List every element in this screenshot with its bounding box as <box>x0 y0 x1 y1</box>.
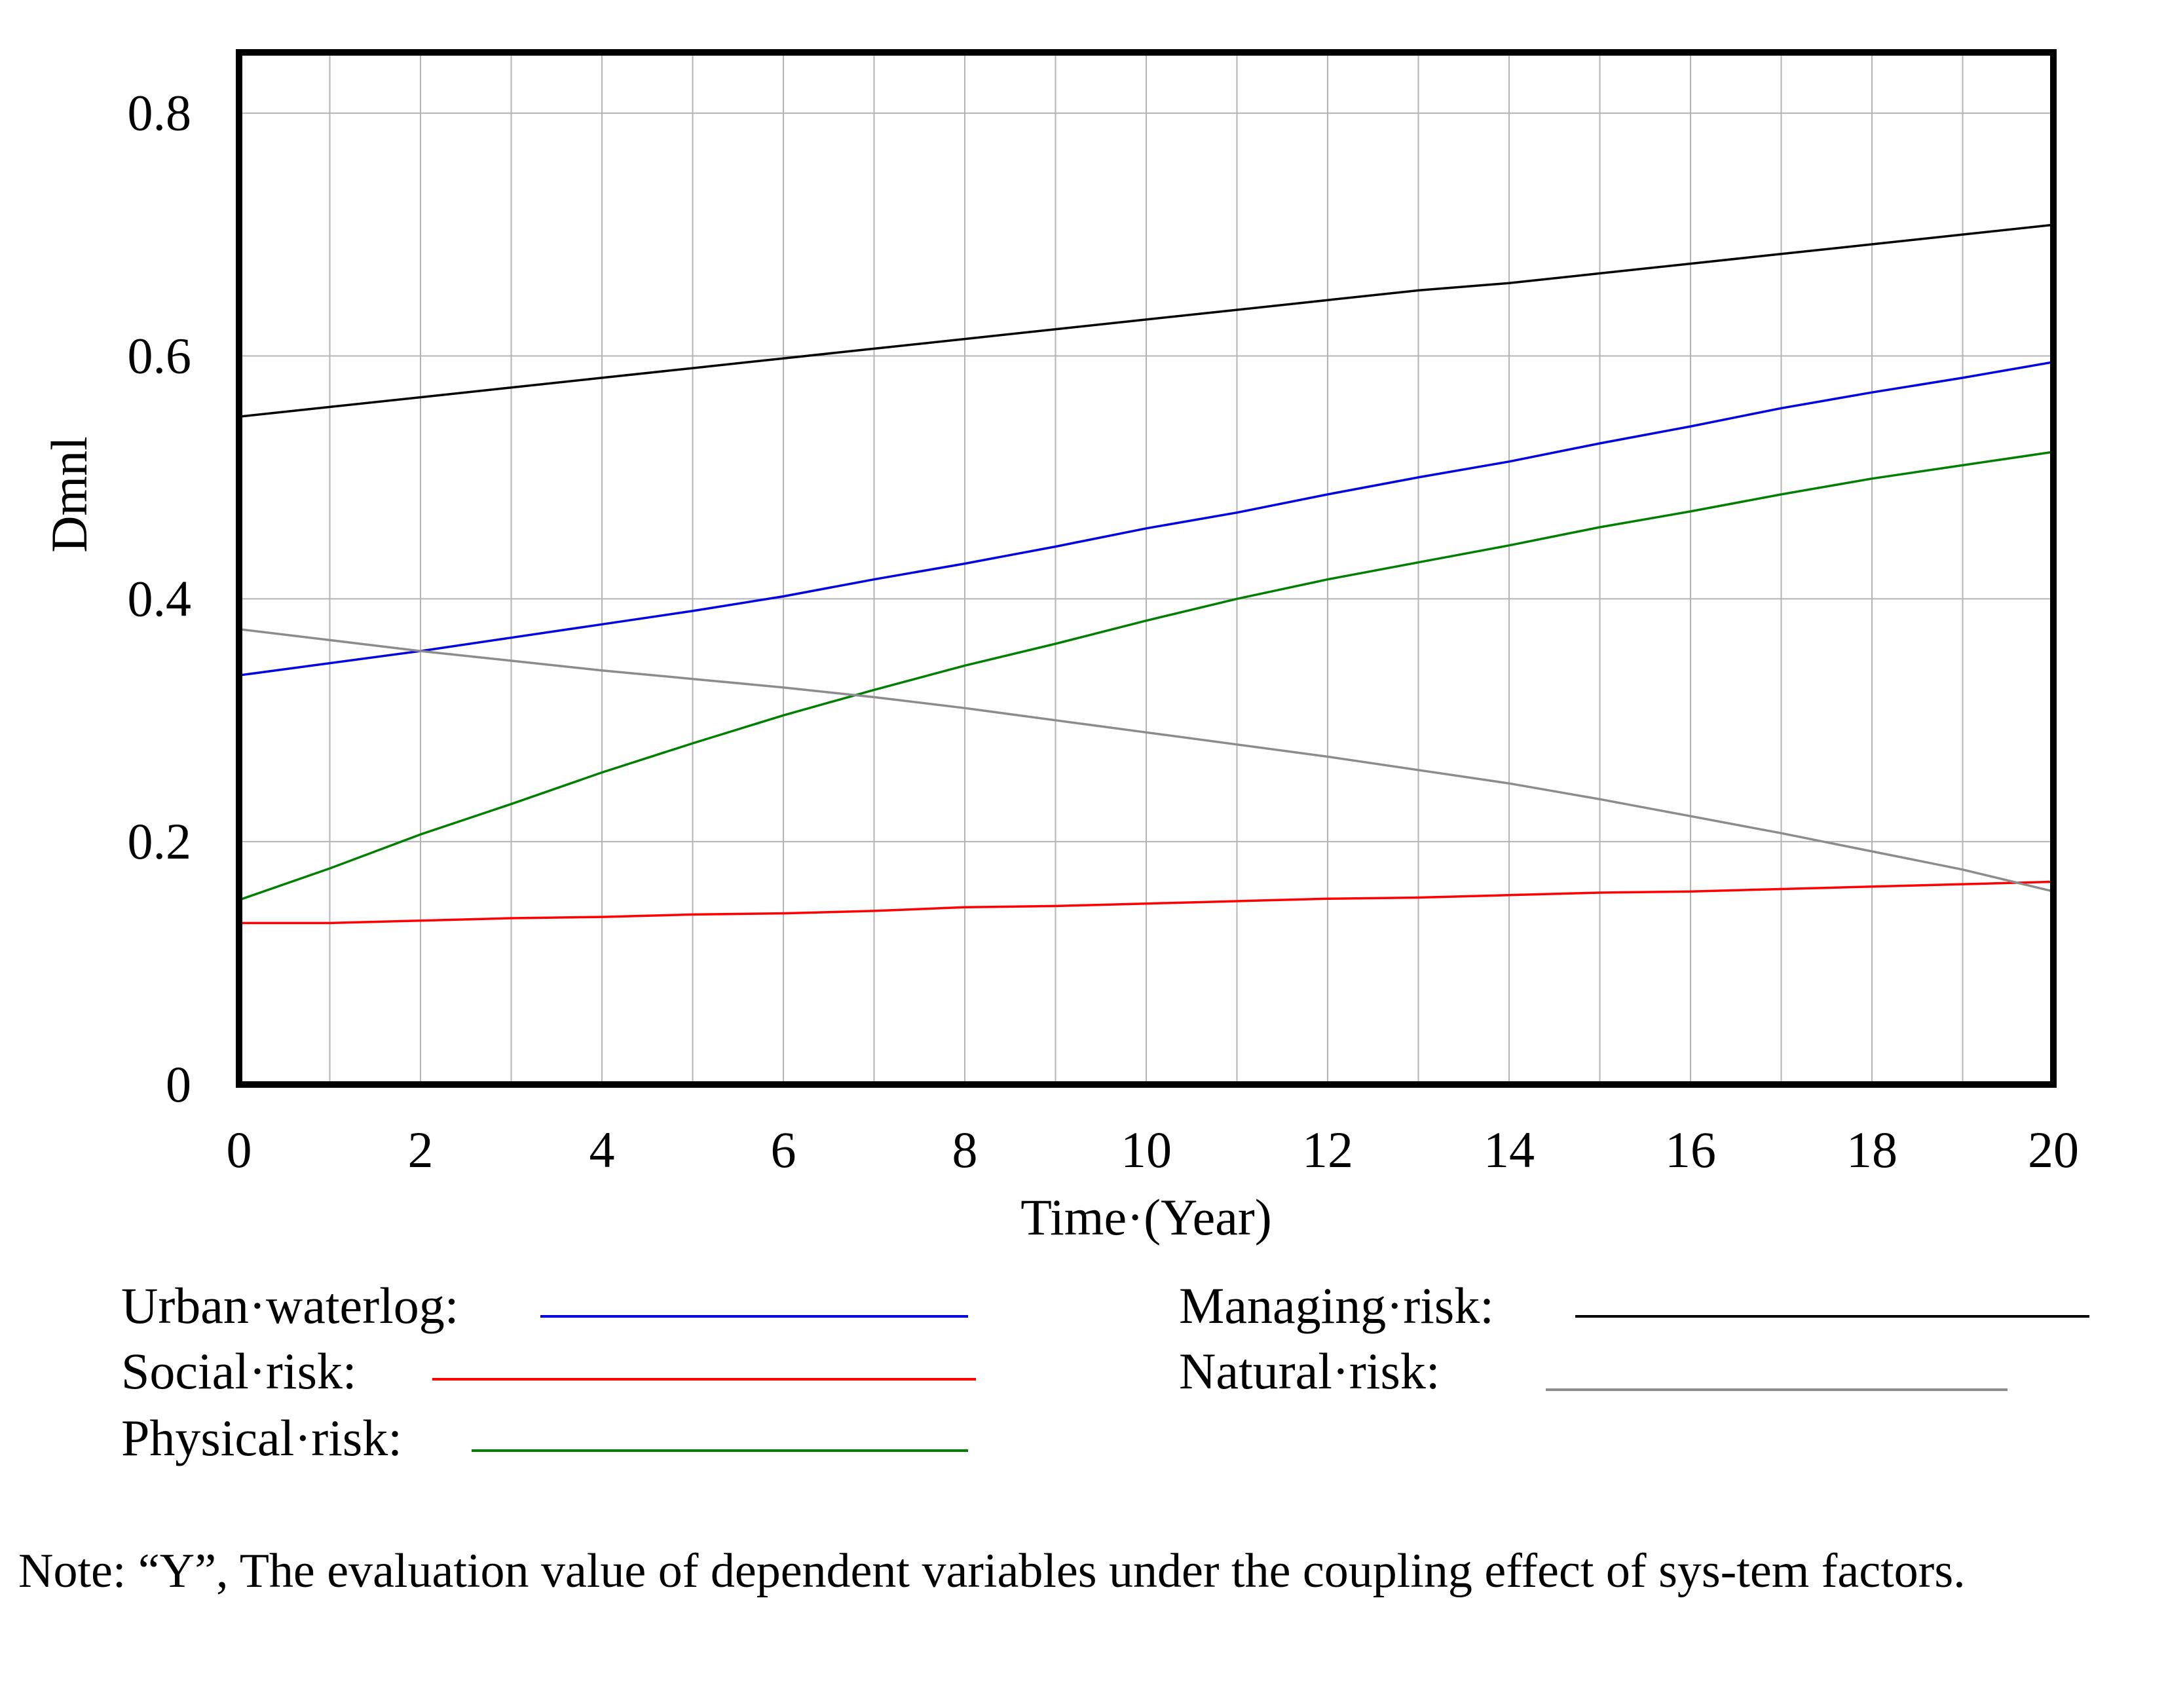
y-tick-label: 0.8 <box>128 84 192 141</box>
series-line-5 <box>238 627 2054 893</box>
x-tick-label: 18 <box>1846 1121 1897 1178</box>
series-line-1 <box>238 361 2054 677</box>
x-tick-label: 6 <box>771 1121 796 1178</box>
legend-item: Physical·risk: <box>121 1409 968 1466</box>
y-axis-ticks: 0 0.2 0.4 0.6 0.8 <box>128 84 192 1113</box>
legend-item: Urban·waterlog: <box>121 1277 968 1334</box>
figure-note: Note: “Y”, The evaluation value of depen… <box>18 1544 1966 1598</box>
x-tick-label: 0 <box>227 1121 252 1178</box>
grid <box>239 52 2053 1085</box>
y-axis-label: Dmnl <box>41 436 98 553</box>
x-tick-label: 16 <box>1665 1121 1716 1178</box>
x-tick-label: 2 <box>408 1121 434 1178</box>
y-tick-label: 0 <box>166 1056 191 1113</box>
legend-item: Social·risk: <box>121 1343 976 1400</box>
y-tick-label: 0.4 <box>128 570 192 627</box>
x-axis-ticks: 0 2 4 6 8 10 12 14 16 18 20 <box>227 1121 2080 1178</box>
y-tick-label: 0.2 <box>128 813 192 870</box>
series-line-4 <box>238 223 2054 418</box>
legend-label: Urban·waterlog: <box>121 1277 458 1334</box>
legend-label: Natural·risk: <box>1179 1343 1440 1400</box>
legend-label: Physical·risk: <box>121 1409 402 1466</box>
x-tick-label: 4 <box>589 1121 615 1178</box>
x-tick-label: 10 <box>1121 1121 1172 1178</box>
plot-frame <box>236 49 2057 1088</box>
legend-label: Social·risk: <box>121 1343 357 1400</box>
x-tick-label: 14 <box>1484 1121 1535 1178</box>
y-tick-label: 0.6 <box>128 327 192 384</box>
legend-item: Managing·risk: <box>1179 1277 2089 1334</box>
series-line-2 <box>239 880 2054 925</box>
legend-label: Managing·risk: <box>1179 1277 1494 1334</box>
x-tick-label: 12 <box>1302 1121 1353 1178</box>
x-tick-label: 20 <box>2028 1121 2079 1178</box>
series-lines <box>238 223 2054 925</box>
series-line-3 <box>238 451 2054 901</box>
x-tick-label: 8 <box>952 1121 978 1178</box>
x-axis-label: Time·(Year) <box>1020 1189 1272 1246</box>
legend-item: Natural·risk: <box>1179 1343 2008 1400</box>
legend: Urban·waterlog: Social·risk: Physical·risk… <box>121 1277 2089 1466</box>
